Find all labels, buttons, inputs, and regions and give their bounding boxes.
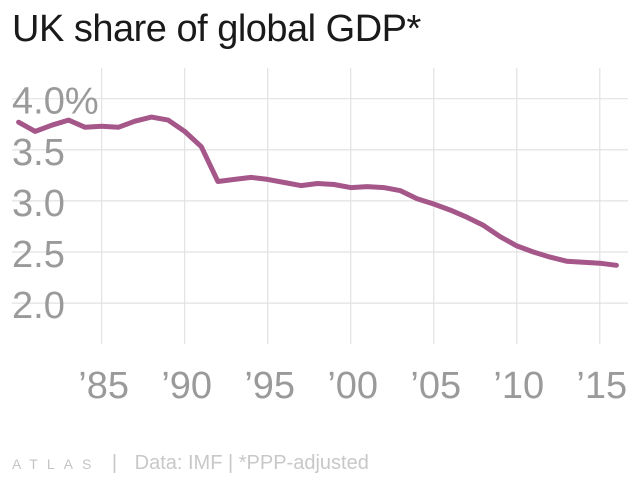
x-tick-label: ’85 (78, 365, 129, 407)
y-axis-ticks: 4.0% 3.5 3.0 2.5 2.0 (12, 81, 99, 327)
x-tick-label: ’00 (327, 365, 378, 407)
source-note: Data: IMF | *PPP-adjusted (134, 452, 369, 474)
x-tick-label: ’05 (410, 365, 461, 407)
grid-lines (12, 68, 628, 344)
y-tick-label: 3.0 (12, 183, 65, 225)
y-tick-label: 4.0% (12, 81, 99, 123)
footer: ATLAS | Data: IMF | *PPP-adjusted (12, 452, 369, 475)
x-axis-ticks: ’85 ’90 ’95 ’00 ’05 ’10 ’15 (78, 365, 627, 407)
data-series (16, 114, 619, 268)
y-tick-label: 3.5 (12, 132, 65, 174)
x-tick-label: ’90 (161, 365, 212, 407)
x-tick-label: ’15 (576, 365, 627, 407)
y-tick-label: 2.0 (12, 285, 65, 327)
atlas-logo: ATLAS (12, 456, 101, 472)
footer-separator: | (111, 452, 118, 474)
x-tick-label: ’10 (493, 365, 544, 407)
chart-title: UK share of global GDP* (12, 8, 421, 50)
series-line (16, 114, 619, 268)
y-tick-label: 2.5 (12, 234, 65, 276)
x-tick-label: ’95 (244, 365, 295, 407)
